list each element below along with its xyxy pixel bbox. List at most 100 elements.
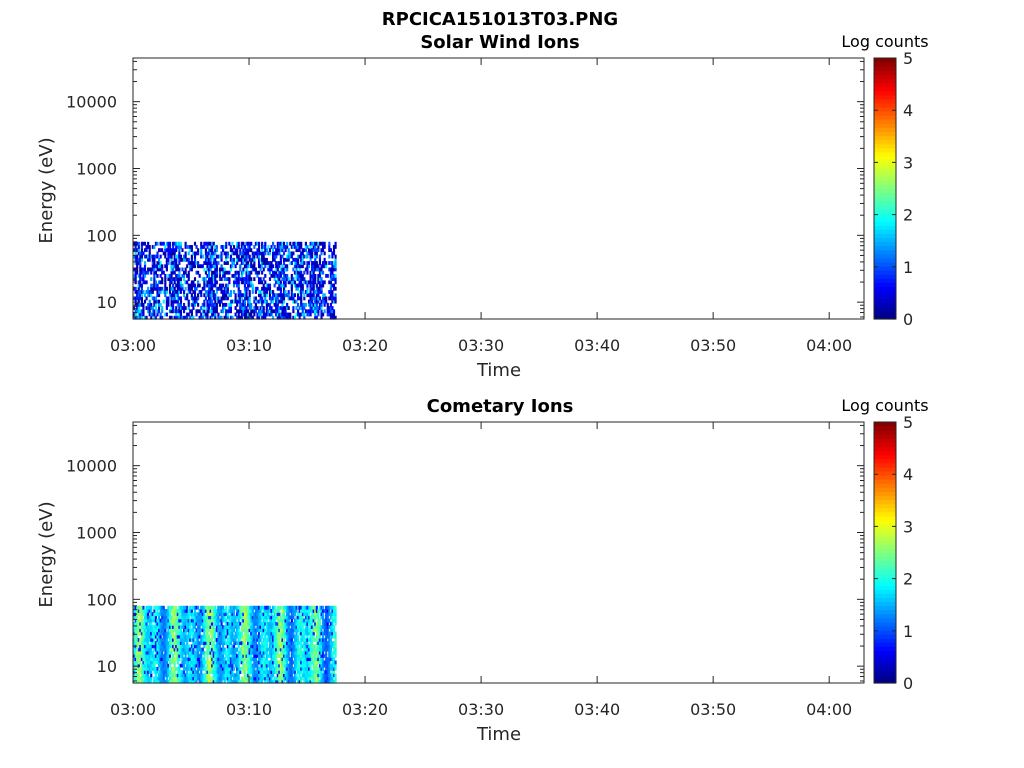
heatmap-cell [256,241,259,246]
heatmap-cell [217,621,220,626]
heatmap-cell [197,641,200,646]
heatmap-cell [218,299,222,304]
heatmap-cell [281,609,284,613]
heatmap-cell [301,625,304,629]
heatmap-cell [257,631,261,636]
heatmap-cell [251,647,254,652]
heatmap-cell [150,609,153,613]
heatmap-cell [206,605,209,610]
heatmap-cell [268,609,272,613]
heatmap-cell [264,273,267,278]
heatmap-cell [292,631,295,636]
heatmap-cell [279,644,282,649]
heatmap-cell [134,273,137,278]
heatmap-cell [270,666,273,671]
heatmap-cell [176,280,179,285]
heatmap-cell [184,257,187,262]
heatmap-cell [137,312,140,317]
heatmap-cell [206,290,209,294]
heatmap-cell [247,621,250,626]
heatmap-cell [281,644,284,649]
heatmap-cell [211,251,214,256]
heatmap-cell [148,615,151,620]
heatmap-cell [231,273,234,278]
heatmap-cell [323,670,326,674]
heatmap-cell [212,270,215,275]
heatmap-cell [314,612,317,617]
heatmap-cell [307,251,311,256]
heatmap-cell [175,676,178,681]
heatmap-cell [293,650,297,655]
heatmap-cell [273,654,276,658]
heatmap-cell [236,299,239,304]
heatmap-cell [223,612,226,617]
heatmap-cell [312,625,315,629]
heatmap-cell [172,296,175,301]
heatmap-cell [195,657,198,662]
heatmap-cell [175,625,178,629]
heatmap-cell [190,631,193,636]
heatmap-cell [157,612,161,617]
heatmap-cell [159,621,162,626]
heatmap-cell [179,302,183,307]
heatmap-cell [231,241,234,246]
heatmap-cell [240,612,243,617]
heatmap-cell [265,663,268,668]
heatmap-cell [211,631,214,636]
heatmap-cell [301,621,304,626]
heatmap-cell [272,650,275,655]
heatmap-cell [245,277,248,282]
heatmap-cell [289,296,292,301]
heatmap-cell [304,309,307,314]
heatmap-cell [186,670,189,674]
heatmap-cell [203,609,206,613]
heatmap-cell [153,670,156,674]
heatmap-cell [226,679,229,684]
heatmap-cell [279,641,282,646]
heatmap-cell [201,618,204,623]
heatmap-cell [165,666,168,671]
heatmap-cell [268,293,272,298]
heatmap-cell [236,641,239,646]
heatmap-cell [165,609,168,613]
heatmap-cell [254,637,257,642]
heatmap-cell [328,254,331,259]
heatmap-cell [320,666,323,671]
heatmap-cell [234,650,237,655]
heatmap-cell [315,673,318,678]
colorbar-segment [874,229,896,234]
heatmap-cell [301,612,304,617]
heatmap-cell [229,257,232,262]
heatmap-cell [161,609,164,613]
heatmap-cell [240,315,243,320]
heatmap-cell [229,315,232,320]
heatmap-cell [231,647,234,652]
heatmap-cell [187,251,190,256]
heatmap-cell [176,286,179,291]
heatmap-cell [198,634,201,639]
colorbar-segment [874,670,896,676]
heatmap-cell [133,654,136,658]
heatmap-cell [317,654,320,658]
heatmap-cell [151,254,154,259]
heatmap-cell [257,666,261,671]
heatmap-cell [161,309,164,314]
heatmap-cell [134,625,137,629]
heatmap-cell [312,277,315,282]
heatmap-cell [184,615,187,620]
heatmap-cell [211,663,214,668]
heatmap-cell [133,676,136,681]
heatmap-cell [314,660,317,665]
heatmap-cell [172,644,175,649]
heatmap-cell [282,299,286,304]
heatmap-cell [143,267,147,272]
heatmap-cell [243,670,247,674]
heatmap-cell [307,628,311,633]
heatmap-cell [314,676,317,681]
heatmap-cell [214,631,217,636]
heatmap-cell [292,641,295,646]
heatmap-cell [253,647,256,652]
heatmap-cell [245,315,248,320]
heatmap-cell [137,296,140,301]
heatmap-cell [145,657,148,662]
